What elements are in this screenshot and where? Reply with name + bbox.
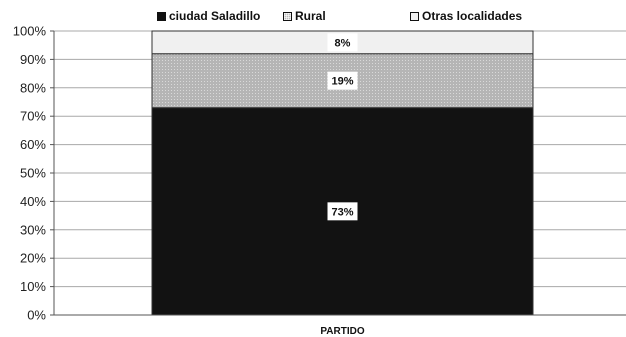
- x-axis-category-label: PARTIDO: [320, 326, 364, 337]
- legend-item-ciudad-saladillo: ciudad Saladillo: [157, 9, 260, 23]
- y-tick-label: 10%: [20, 279, 46, 294]
- y-tick-label: 50%: [20, 166, 46, 181]
- data-label: 73%: [331, 206, 353, 218]
- legend-swatch-grey: [283, 11, 292, 21]
- legend-label: Otras localidades: [422, 9, 523, 23]
- data-label: 8%: [335, 37, 351, 49]
- y-tick-label: 30%: [20, 222, 46, 237]
- chart-legend: ciudad Saladillo Rural Otras localidades: [0, 9, 626, 27]
- legend-item-otras-localidades: Otras localidades: [410, 9, 522, 23]
- data-label-box: [327, 71, 358, 90]
- legend-item-rural: Rural: [283, 9, 326, 23]
- y-tick-label: 70%: [20, 109, 46, 124]
- data-label-box: [327, 202, 358, 221]
- y-tick-labels: 0% 10% 20% 30% 40% 50% 60% 70% 80% 90% 100%: [13, 24, 47, 323]
- y-tick-label: 80%: [20, 80, 46, 95]
- legend-swatch-dark: [157, 11, 166, 21]
- y-tick-label: 20%: [20, 251, 46, 266]
- legend-label: Rural: [295, 9, 326, 23]
- y-tick-label: 40%: [20, 194, 46, 209]
- y-tick-label: 100%: [13, 24, 47, 39]
- legend-swatch-light: [410, 11, 419, 21]
- y-tick-label: 90%: [20, 52, 46, 67]
- data-label: 19%: [331, 76, 353, 88]
- y-tick-label: 0%: [27, 308, 46, 323]
- bar-data-labels: 73% 19% 8%: [327, 33, 358, 221]
- legend-label: ciudad Saladillo: [169, 9, 261, 23]
- y-tick-label: 60%: [20, 137, 46, 152]
- data-label-box: [327, 33, 358, 52]
